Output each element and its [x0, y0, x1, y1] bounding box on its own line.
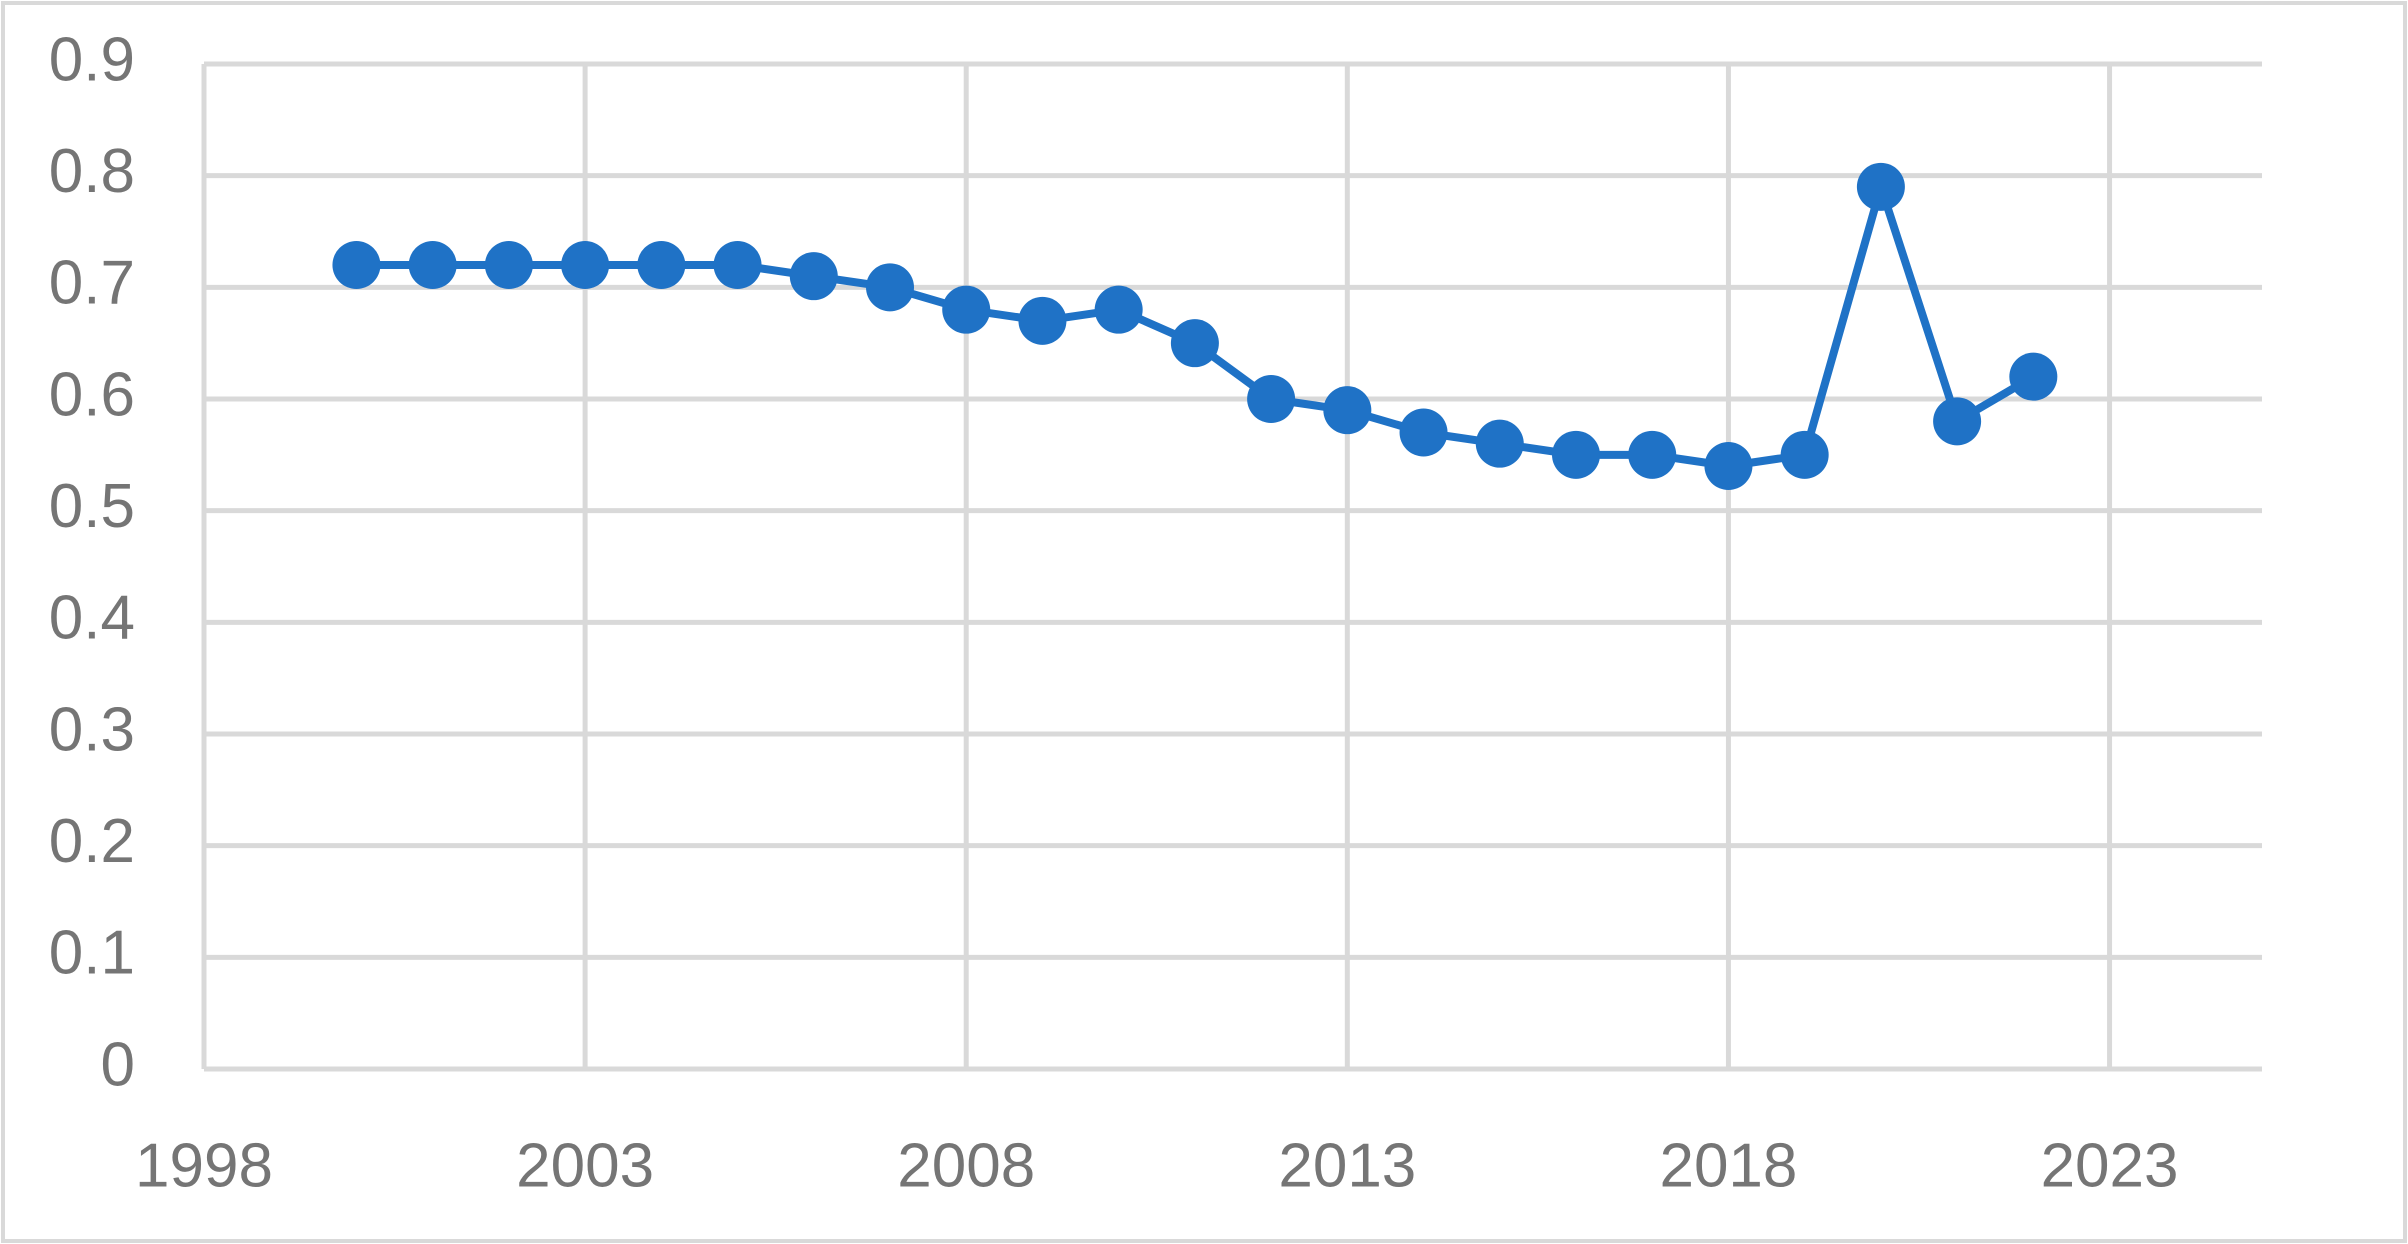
y-tick-label: 0.5 — [49, 472, 135, 541]
point — [1094, 285, 1143, 334]
y-tick-label: 0.8 — [49, 137, 135, 206]
point — [789, 252, 838, 301]
point — [1856, 162, 1905, 211]
x-tick-label: 1998 — [135, 1131, 273, 1200]
x-tick-label: 2013 — [1278, 1131, 1416, 1200]
y-tick-label: 0.7 — [49, 249, 135, 318]
point — [332, 241, 381, 289]
point — [561, 241, 610, 289]
point — [1323, 386, 1372, 435]
x-tick-label: 2018 — [1659, 1131, 1797, 1200]
y-tick-label: 0.3 — [49, 695, 135, 764]
point — [1247, 375, 1296, 423]
y-tick-label: 0 — [101, 1030, 135, 1099]
point — [2009, 352, 2058, 401]
point — [1628, 430, 1677, 479]
point — [1170, 319, 1219, 368]
point — [713, 241, 762, 289]
point — [866, 263, 914, 312]
x-tick-label: 2023 — [2041, 1131, 2179, 1200]
point — [408, 241, 457, 289]
y-tick-label: 0.1 — [49, 919, 135, 988]
point — [1780, 430, 1829, 479]
y-tick-label: 0.6 — [49, 360, 135, 429]
point — [1475, 419, 1524, 468]
y-tick-label: 0.2 — [49, 807, 135, 876]
point — [637, 241, 686, 289]
y-tick-label: 0.4 — [49, 584, 135, 653]
point — [1933, 397, 1982, 446]
y-tick-label: 0.9 — [49, 25, 135, 94]
x-tick-label: 2003 — [516, 1131, 654, 1200]
point — [942, 285, 991, 334]
point — [484, 241, 533, 289]
point — [1399, 408, 1448, 457]
point — [1704, 442, 1753, 490]
point — [1018, 296, 1067, 345]
point — [1552, 430, 1600, 479]
x-tick-label: 2008 — [897, 1131, 1035, 1200]
